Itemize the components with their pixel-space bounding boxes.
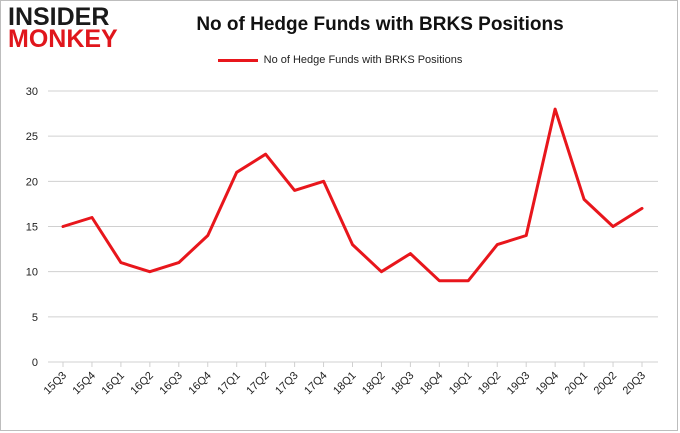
data-point [582,198,586,201]
data-point [61,225,65,228]
data-point [264,153,267,156]
y-tick-label: 0 [32,357,38,369]
data-point [235,171,238,174]
x-tick-label: 18Q2 [360,370,388,398]
x-tick-label: 19Q3 [505,370,533,398]
data-point [322,180,325,183]
chart-title: No of Hedge Funds with BRKS Positions [196,14,564,35]
x-tick-label: 20Q2 [592,370,620,398]
data-point [611,225,615,228]
data-point [438,279,441,282]
data-point [177,261,180,264]
legend-label: No of Hedge Funds with BRKS Positions [263,54,463,66]
insider-monkey-logo: INSIDER MONKEY [8,3,118,53]
y-tick-label: 5 [32,312,38,324]
data-point [293,189,296,192]
series-line [61,107,644,283]
data-point [206,234,209,237]
x-tick-label: 20Q1 [563,370,591,398]
data-point [351,243,354,246]
x-tick-label: 16Q2 [128,370,156,398]
x-tick-label: 17Q3 [273,370,301,398]
data-point [525,234,528,237]
y-tick-label: 10 [26,267,38,279]
data-point [90,216,94,219]
data-point [467,279,470,282]
data-point [148,270,152,273]
x-tick-label: 18Q4 [418,370,446,398]
x-tick-label: 17Q2 [244,370,272,398]
x-tick-label: 19Q1 [447,370,475,398]
x-tick-label: 16Q1 [99,370,127,398]
x-tick-label: 19Q4 [534,370,562,398]
x-tick-label: 16Q4 [186,370,214,398]
data-point [640,207,644,210]
data-point [380,270,383,273]
x-tick-label: 18Q3 [389,370,417,398]
x-tick-label: 17Q4 [302,370,330,398]
x-tick-label: 16Q3 [157,370,185,398]
y-tick-label: 15 [26,222,38,234]
x-tick-label: 15Q4 [71,370,99,398]
data-point [409,252,412,255]
x-tick-label: 18Q1 [331,370,359,398]
logo-line-1: INSIDER [8,3,110,31]
y-tick-label: 30 [26,86,38,98]
data-point [553,107,557,111]
legend-swatch [217,58,258,62]
x-tick-label: 20Q3 [621,370,649,398]
chart-legend: No of Hedge Funds with BRKS Positions [0,54,680,66]
y-tick-label: 20 [26,176,38,188]
logo-line-2: MONKEY [8,25,118,53]
y-tick-label: 25 [26,131,38,143]
data-point [496,243,499,246]
data-point [119,261,123,264]
x-tick-label: 17Q1 [215,370,243,398]
x-tick-label: 19Q2 [476,370,504,398]
x-tick-label: 15Q3 [42,370,70,398]
